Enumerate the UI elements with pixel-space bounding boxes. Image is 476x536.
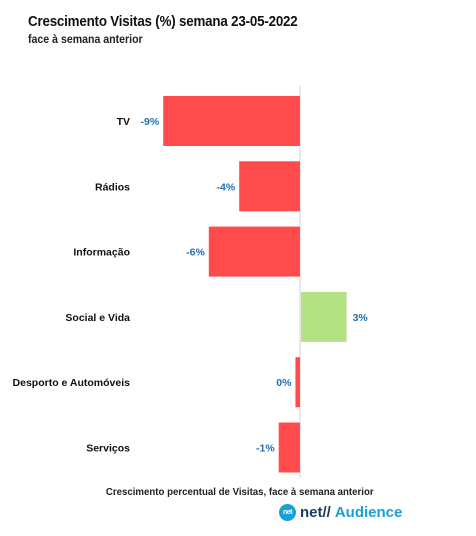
- bar-0: [163, 96, 300, 146]
- bar-2: [208, 226, 300, 277]
- chart-title: Crescimento Visitas (%) semana 23-05-202…: [28, 14, 298, 30]
- bar-1: [239, 161, 300, 212]
- category-label-5: Serviços: [86, 443, 130, 455]
- value-label-0: -9%: [141, 116, 160, 128]
- value-label-5: -1%: [256, 443, 275, 455]
- category-label-3: Social e Vida: [65, 312, 130, 324]
- value-label-2: -6%: [186, 247, 205, 259]
- x-axis-label: Crescimento percentual de Visitas, face …: [105, 486, 374, 498]
- category-label-2: Informação: [73, 247, 130, 259]
- logo-text-net: net//: [300, 504, 331, 521]
- category-label-0: TV: [117, 116, 130, 128]
- bar-3: [301, 291, 347, 342]
- value-label-4: 0%: [276, 377, 292, 389]
- bar-5: [278, 422, 300, 473]
- category-label-4: Desporto e Automóveis: [13, 377, 131, 389]
- logo-text-audience: Audience: [334, 504, 403, 521]
- bar-4: [295, 357, 300, 408]
- netaudience-badge-icon: net: [279, 504, 296, 521]
- value-label-1: -4%: [217, 181, 236, 193]
- category-label-1: Rádios: [95, 181, 130, 193]
- value-label-3: 3%: [353, 312, 369, 324]
- netaudience-logo: net net//Audience: [279, 504, 402, 521]
- chart-subtitle: face à semana anterior: [28, 34, 143, 46]
